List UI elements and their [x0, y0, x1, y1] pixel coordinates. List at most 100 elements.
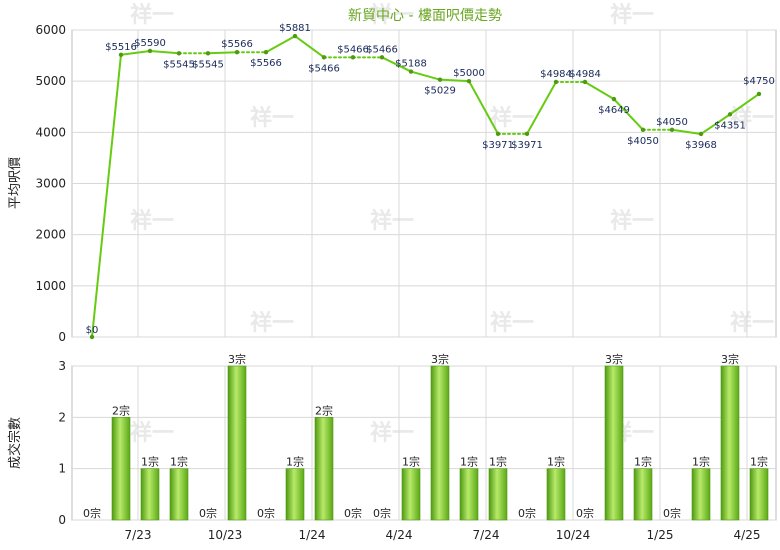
price-point-label: $0	[86, 325, 99, 336]
price-point	[495, 131, 501, 137]
price-point-label: $5545	[192, 59, 224, 70]
volume-bar-label: 1宗	[286, 455, 304, 469]
x-tick-label: 7/23	[125, 528, 152, 542]
x-tick-label: 4/25	[734, 528, 761, 542]
watermark-text: 祥一	[250, 310, 294, 336]
volume-bar-label: 1宗	[489, 455, 507, 469]
watermark-text: 祥一	[250, 105, 294, 131]
price-point-label: $3971	[511, 140, 543, 151]
volume-bar-label: 3宗	[721, 352, 739, 366]
price-line-segment	[526, 80, 557, 135]
price-point	[756, 91, 762, 97]
price-point-label: $4050	[627, 136, 659, 147]
x-tick-label: 7/24	[473, 528, 500, 542]
x-tick-label: 10/23	[208, 528, 243, 542]
volume-bar	[488, 468, 508, 521]
price-point	[611, 96, 617, 102]
watermark-text: 祥一	[370, 420, 414, 446]
volume-y-tick-label: 0	[58, 513, 66, 527]
price-line-segment	[381, 56, 412, 73]
price-point-label: $4050	[656, 117, 688, 128]
volume-bar	[314, 417, 334, 521]
volume-bar	[111, 417, 131, 521]
price-point	[234, 50, 240, 55]
watermark-text: 祥一	[610, 208, 654, 234]
watermark-text: 祥一	[490, 105, 534, 131]
price-point-label: $5545	[163, 59, 195, 70]
price-point	[524, 131, 530, 137]
volume-bar	[169, 468, 189, 521]
volume-bar-label: 0宗	[257, 506, 275, 520]
price-line-segment	[294, 35, 325, 59]
volume-bar	[227, 365, 247, 521]
price-y-tick-label: 1000	[35, 279, 66, 293]
price-point	[408, 69, 414, 74]
price-line-segment	[410, 70, 441, 81]
volume-bar	[720, 365, 740, 521]
watermark-text: 祥一	[730, 310, 774, 336]
price-point	[89, 334, 95, 340]
volume-bar-label: 1宗	[170, 455, 188, 469]
watermark-text: 祥一	[130, 420, 174, 446]
volume-bar	[140, 468, 160, 521]
volume-bar-label: 1宗	[141, 455, 159, 469]
price-point-label: $5466	[366, 44, 398, 55]
volume-bar-label: 0宗	[518, 506, 536, 520]
price-point-label: $5000	[453, 68, 485, 79]
price-point-label: $4984	[569, 69, 601, 80]
price-y-tick-label: 4000	[35, 125, 66, 139]
price-point-label: $3968	[685, 140, 717, 151]
volume-bar	[604, 365, 624, 521]
volume-bar-label: 2宗	[112, 403, 130, 417]
volume-bar	[285, 468, 305, 521]
price-point	[118, 52, 124, 57]
price-point-label: $5566	[250, 58, 282, 69]
x-tick-label: 10/24	[556, 528, 591, 542]
price-point-label: $5029	[424, 86, 456, 97]
price-y-axis-label: 平均呎價	[8, 157, 23, 209]
price-point	[698, 131, 704, 137]
volume-y-axis-label: 成交宗數	[7, 417, 23, 469]
price-grid: 0 1000 2000 3000 4000 5000 6000	[35, 23, 777, 344]
price-line-segment	[120, 49, 151, 56]
price-line-segment	[613, 98, 644, 131]
price-point-label: $4649	[598, 105, 630, 116]
price-point-label: $5590	[134, 38, 166, 49]
volume-bar	[430, 365, 450, 521]
volume-bar	[401, 468, 421, 521]
price-line-segment	[584, 80, 615, 101]
volume-bar	[546, 468, 566, 521]
volume-grid: 0 1 2 3 7/23 10/23 1/24 4/24 7/24 10/24 1/25 4/25	[58, 359, 777, 542]
price-line-segment	[207, 51, 238, 55]
volume-bar-label: 0宗	[373, 506, 391, 520]
data-labels: $0 $5516$5590 $5545$5545 $5566 $5566 $5881 $54…	[86, 23, 775, 336]
price-point	[321, 55, 327, 60]
price-point	[379, 55, 385, 60]
price-y-tick-label: 5000	[35, 74, 66, 88]
volume-y-tick-label: 1	[58, 462, 66, 476]
watermark-text: 祥一	[130, 2, 174, 28]
watermark-text: 祥一	[370, 208, 414, 234]
price-line-segment	[729, 92, 760, 116]
price-point-label: $5188	[395, 59, 427, 70]
price-point-label: $4750	[743, 76, 775, 87]
volume-bar	[691, 468, 711, 521]
price-point	[669, 127, 675, 132]
volume-bar	[749, 468, 769, 521]
price-line-segment	[700, 113, 731, 135]
volume-bar-label: 0宗	[663, 506, 681, 520]
price-line-segment	[149, 49, 180, 55]
price-point-label: $5566	[221, 39, 253, 50]
price-line-segment	[265, 35, 296, 54]
volume-y-tick-label: 2	[58, 410, 66, 424]
volume-bars: 0宗 2宗 1宗 1宗 0宗 3宗 0宗 1宗 2宗 0宗 0宗 1宗 3宗 1宗 1宗 0宗 1宗 0宗 3宗 1宗…	[83, 352, 769, 521]
volume-bar-label: 1宗	[402, 455, 420, 469]
volume-bar	[633, 468, 653, 521]
price-line	[89, 33, 762, 340]
price-point-label: $4984	[540, 69, 572, 80]
price-line-segment	[439, 78, 470, 83]
watermark-text: 祥一	[130, 208, 174, 234]
price-point	[292, 33, 298, 39]
price-y-tick-label: 2000	[35, 228, 66, 242]
